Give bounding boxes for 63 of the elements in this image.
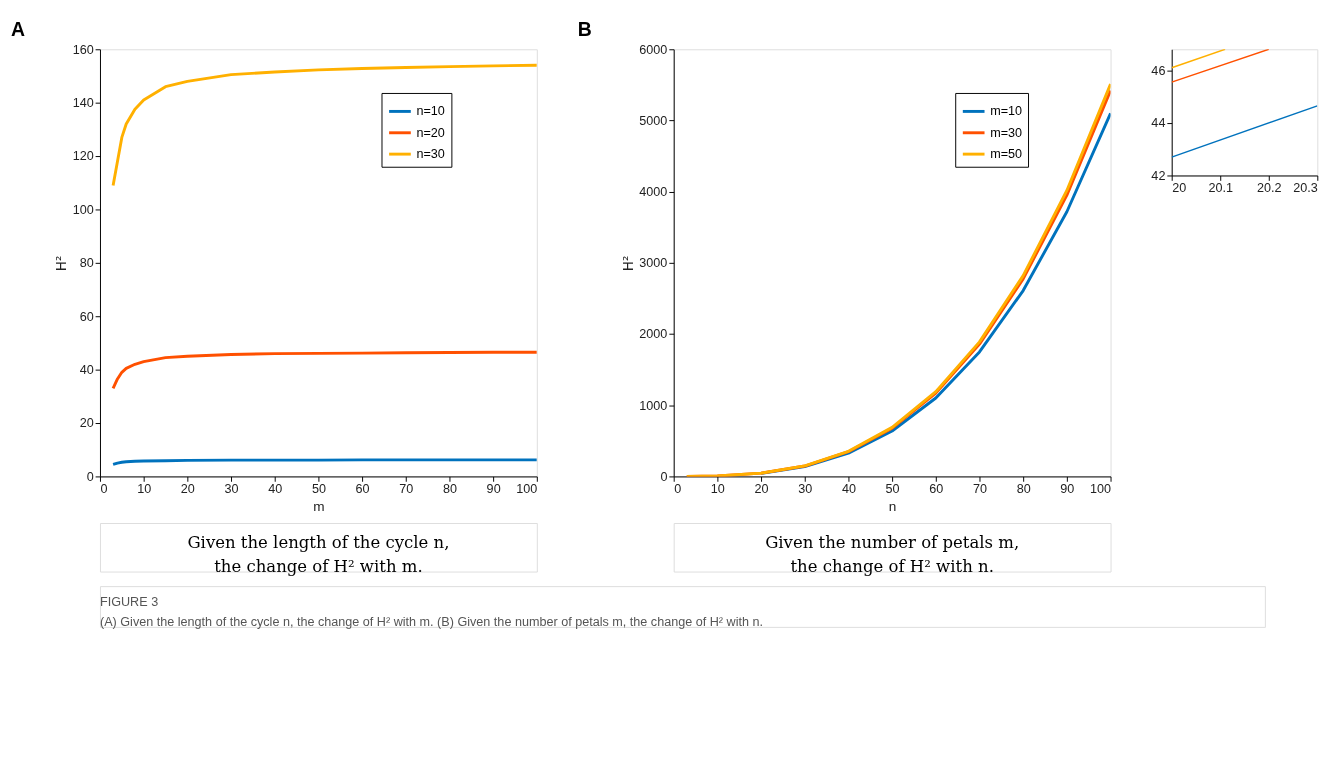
text: (A) Given the length of the cycle n, the change of H² with m. (B) Given the number of petals m, the change of H² with n. xyxy=(99,615,763,630)
x-tick-label: 50 xyxy=(311,482,326,497)
legend-label: n=10 xyxy=(416,104,445,119)
x-tick-label: 100 xyxy=(1089,482,1112,497)
text: Given the length of the cycle n, xyxy=(187,532,450,552)
y-tick-label: 1000 xyxy=(639,398,668,413)
x-axis-title: m xyxy=(313,498,325,514)
x-tick-label: 0 xyxy=(674,482,682,497)
caption: FIGURE 3 xyxy=(99,595,159,610)
text: the change of H² with m. xyxy=(214,557,423,577)
x-tick-label: 10 xyxy=(137,482,152,497)
y-tick-label: 6000 xyxy=(639,42,668,57)
y-tick-label: 2000 xyxy=(639,327,668,342)
y-tick-label: 3000 xyxy=(639,256,668,271)
x-tick-label: 80 xyxy=(1016,482,1031,497)
y-tick-label: 160 xyxy=(72,42,94,57)
legend-label: m=10 xyxy=(990,104,1023,119)
y-tick-label: 120 xyxy=(72,149,94,164)
legend-label: m=50 xyxy=(990,147,1023,162)
y-tick-label: 0 xyxy=(660,469,668,484)
x-tick-label: 20.1 xyxy=(1208,181,1233,196)
y-tick-label: 46 xyxy=(1151,63,1166,78)
y-tick-label: 40 xyxy=(79,363,94,378)
y-tick-label: 80 xyxy=(79,256,94,271)
x-tick-label: 20.3 xyxy=(1293,181,1318,196)
y-axis-title: H² xyxy=(52,255,69,272)
x-tick-label: 30 xyxy=(798,482,813,497)
x-tick-label: 90 xyxy=(486,482,501,497)
x-tick-label: 20 xyxy=(1172,181,1187,196)
x-axis-title: n xyxy=(888,498,897,514)
text: Given the number of petals m, xyxy=(765,532,1020,552)
x-tick-label: 30 xyxy=(224,482,239,497)
y-tick-label: 20 xyxy=(79,416,94,431)
x-tick-label: 20 xyxy=(754,482,769,497)
x-tick-label: 80 xyxy=(442,482,457,497)
x-tick-label: 20.2 xyxy=(1257,181,1282,196)
y-tick-label: 44 xyxy=(1151,116,1166,131)
x-tick-label: 60 xyxy=(355,482,370,497)
x-tick-label: 70 xyxy=(972,482,987,497)
text: the change of H² with n. xyxy=(790,557,994,577)
y-tick-label: 60 xyxy=(79,309,94,324)
x-tick-label: 0 xyxy=(100,482,108,497)
y-tick-label: 4000 xyxy=(639,185,668,200)
y-tick-label: 140 xyxy=(72,96,94,111)
chart-title: B xyxy=(577,17,592,40)
x-tick-label: 60 xyxy=(929,482,944,497)
chart-title: A xyxy=(10,17,25,40)
y-tick-label: 42 xyxy=(1151,168,1166,183)
x-tick-label: 50 xyxy=(885,482,900,497)
y-axis-title: H² xyxy=(619,255,636,272)
x-tick-label: 90 xyxy=(1060,482,1075,497)
y-tick-label: 5000 xyxy=(639,113,668,128)
x-tick-label: 70 xyxy=(399,482,414,497)
x-tick-label: 20 xyxy=(180,482,195,497)
legend-label: n=30 xyxy=(416,147,445,162)
y-tick-label: 0 xyxy=(86,469,94,484)
legend-label: m=30 xyxy=(990,125,1023,140)
x-tick-label: 40 xyxy=(268,482,283,497)
y-tick-label: 100 xyxy=(72,202,94,217)
x-tick-label: 40 xyxy=(841,482,856,497)
x-tick-label: 100 xyxy=(516,482,538,497)
x-tick-label: 10 xyxy=(710,482,725,497)
legend-label: n=20 xyxy=(416,125,445,140)
